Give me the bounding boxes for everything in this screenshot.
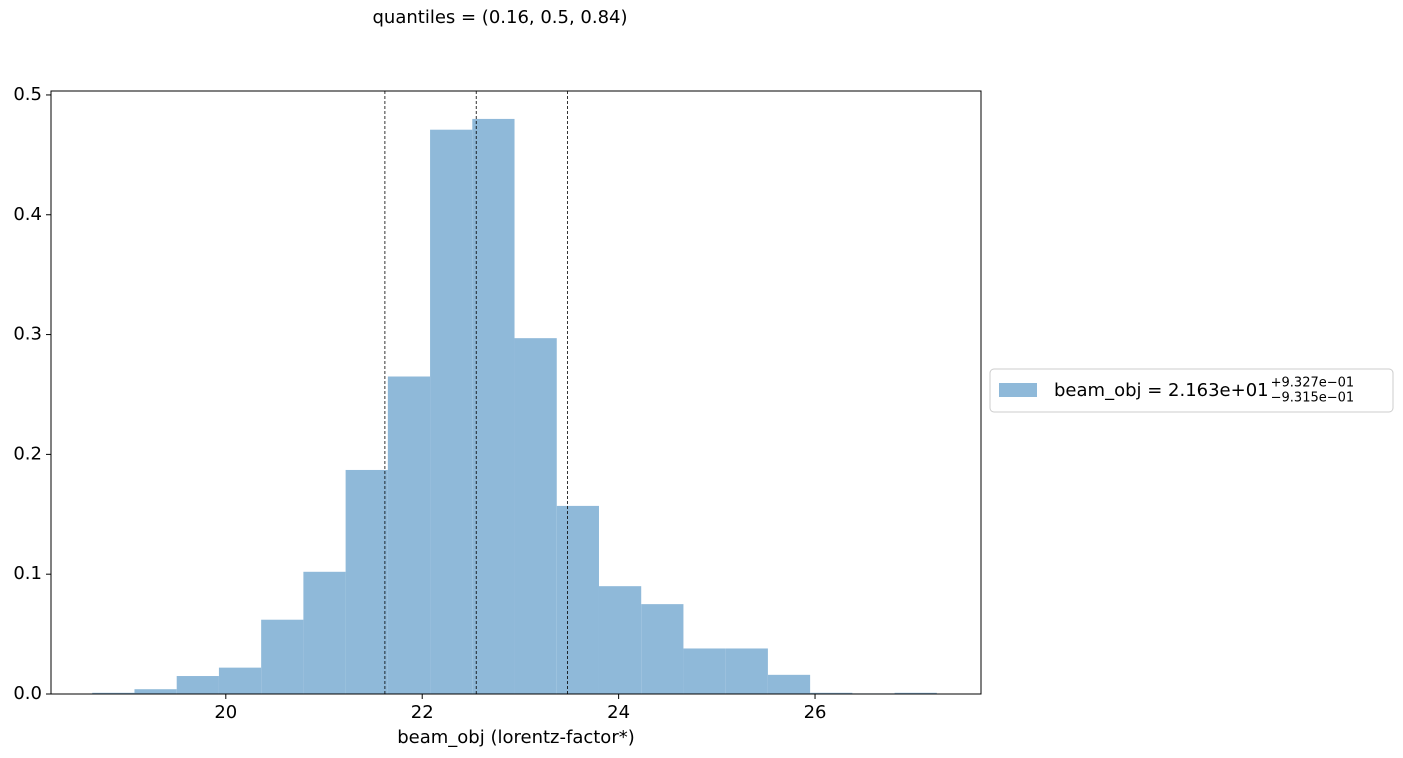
y-tick-label: 0.3	[13, 324, 42, 345]
x-tick-label: 26	[804, 702, 827, 723]
legend-sub: −9.315e−01	[1271, 391, 1355, 406]
x-axis-label: beam_obj (lorentz-factor*)	[397, 727, 635, 748]
legend-box	[989, 368, 1394, 413]
bar	[303, 571, 346, 694]
bar	[92, 692, 135, 694]
bar	[261, 619, 304, 694]
y-tick-label: 0.4	[13, 204, 42, 225]
y-tick-label: 0.2	[13, 443, 42, 464]
bar	[556, 505, 599, 694]
chart-title: quantiles = (0.16, 0.5, 0.84)	[372, 7, 627, 28]
bar	[176, 676, 219, 694]
plot-frame	[50, 90, 982, 695]
bar	[598, 586, 642, 694]
bar	[387, 376, 431, 694]
bar	[894, 692, 937, 694]
bar	[810, 692, 853, 694]
bar	[134, 689, 177, 694]
bar	[430, 129, 473, 695]
bar	[472, 118, 515, 695]
y-tick-label: 0.0	[13, 683, 42, 704]
bar	[345, 469, 388, 694]
legend-label: beam_obj = 2.163e+01	[1054, 380, 1269, 401]
bar	[514, 338, 557, 694]
bar	[641, 604, 684, 694]
bar	[725, 648, 768, 694]
x-tick-label: 22	[411, 702, 434, 723]
legend-swatch	[999, 383, 1037, 397]
bar	[683, 648, 726, 694]
bar	[218, 667, 262, 694]
y-tick-label: 0.1	[13, 563, 42, 584]
y-tick-label: 0.5	[13, 84, 42, 105]
legend-sup: +9.327e−01	[1271, 376, 1355, 391]
bar	[767, 674, 811, 694]
x-tick-label: 24	[607, 702, 630, 723]
x-tick-label: 20	[214, 702, 237, 723]
